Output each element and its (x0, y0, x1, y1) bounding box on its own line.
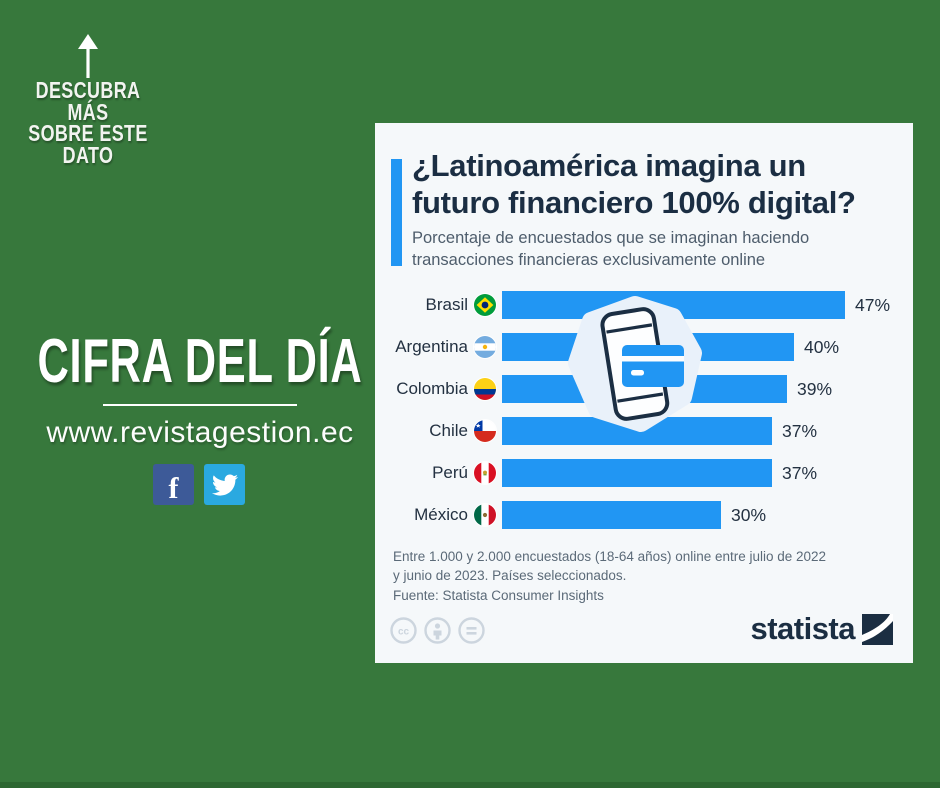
discover-line-1: DESCUBRA MÁS (35, 77, 141, 125)
cc-attribution-icon (424, 617, 451, 644)
value-label: 37% (782, 462, 818, 483)
chart-title-line1: ¿Latinoamérica imagina un (412, 148, 806, 183)
mexico-flag-icon (474, 504, 496, 526)
country-label: Brasil (425, 295, 468, 314)
statista-wordmark: statista (750, 611, 855, 646)
social-links: f (153, 464, 245, 505)
chile-flag-icon (474, 420, 496, 442)
chart-footnote: Entre 1.000 y 2.000 encuestados (18-64 a… (393, 547, 888, 605)
statista-logo-mark (862, 613, 893, 645)
country-label: Chile (429, 421, 468, 440)
value-label: 37% (782, 420, 818, 441)
chart-subtitle: Porcentaje de encuestados que se imagina… (412, 229, 810, 269)
value-label: 40% (804, 336, 840, 357)
bar-peru (502, 459, 772, 487)
bottom-edge-strip (0, 782, 940, 788)
colombia-flag-icon (474, 378, 496, 400)
bar-row-mexico: México 30% (375, 494, 913, 536)
cc-icon: cc (390, 617, 417, 644)
page-title: CIFRA DEL DÍA (37, 327, 363, 396)
country-label: México (414, 505, 468, 524)
country-label: Perú (432, 463, 468, 482)
facebook-icon[interactable]: f (153, 464, 194, 505)
twitter-icon[interactable] (204, 464, 245, 505)
creative-commons-badges: cc (390, 617, 485, 644)
bar-argentina (502, 333, 794, 361)
bar-row-colombia: Colombia 39% (375, 368, 913, 410)
facebook-glyph: f (168, 471, 179, 505)
svg-text:cc: cc (398, 627, 410, 638)
bar-row-argentina: Argentina 40% (375, 326, 913, 368)
footnote-line2: y junio de 2023. Países seleccionados. (393, 568, 627, 583)
statista-chart-card: ¿Latinoamérica imagina un futuro financi… (375, 123, 913, 663)
discover-line-3: DATO (62, 141, 114, 168)
value-label: 47% (855, 294, 891, 315)
bar-brasil (502, 291, 845, 319)
discover-line-2: SOBRE ESTE (28, 120, 148, 146)
country-label: Colombia (396, 379, 468, 398)
bar-chile (502, 417, 772, 445)
bar-row-chile: Chile 37% (375, 410, 913, 452)
cc-no-derivatives-icon (458, 617, 485, 644)
source-line: Fuente: Statista Consumer Insights (393, 588, 604, 603)
argentina-flag-icon (474, 336, 496, 358)
bar-chart: Brasil 47% Argentina 40% (375, 284, 913, 536)
up-arrow-icon (76, 34, 100, 78)
value-label: 30% (731, 504, 767, 525)
peru-flag-icon (474, 462, 496, 484)
footnote-line1: Entre 1.000 y 2.000 encuestados (18-64 a… (393, 549, 827, 564)
chart-title-line2: futuro financiero 100% digital? (412, 185, 856, 220)
bar-mexico (502, 501, 721, 529)
website-url[interactable]: www.revistagestion.ec (46, 416, 354, 449)
bar-row-brasil: Brasil 47% (375, 284, 913, 326)
country-label: Argentina (395, 337, 468, 356)
brazil-flag-icon (474, 294, 496, 316)
bar-row-peru: Perú 37% (375, 452, 913, 494)
chart-title: ¿Latinoamérica imagina un futuro financi… (412, 147, 892, 221)
title-accent-bar (391, 159, 402, 266)
bar-colombia (502, 375, 787, 403)
headline-divider (103, 404, 297, 406)
discover-more-text: DESCUBRA MÁS SOBRE ESTE DATO (19, 77, 156, 168)
value-label: 39% (797, 378, 833, 399)
statista-logo: statista (750, 611, 893, 647)
